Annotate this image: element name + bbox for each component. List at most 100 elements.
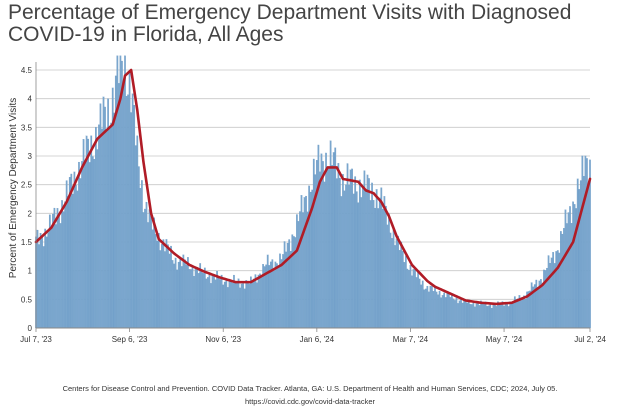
daily-bar [220, 274, 223, 329]
daily-bar [492, 304, 495, 329]
daily-bar [484, 301, 487, 329]
daily-bar [474, 306, 476, 329]
daily-bar [250, 276, 252, 329]
daily-bar [277, 267, 280, 329]
daily-bar [566, 223, 568, 329]
daily-bar [78, 161, 80, 329]
daily-bar [495, 306, 498, 329]
daily-bar [168, 253, 171, 329]
daily-bar [334, 147, 337, 329]
daily-bar [159, 250, 162, 329]
daily-bar [391, 238, 393, 329]
daily-bar [225, 280, 228, 329]
daily-bar [210, 283, 212, 329]
daily-bar [357, 202, 360, 329]
y-tick-label: 3.5 [21, 123, 33, 132]
daily-bar [469, 304, 472, 329]
daily-bar [535, 279, 538, 329]
daily-bar [570, 223, 573, 329]
daily-bar [193, 276, 195, 329]
daily-bar [147, 222, 149, 329]
daily-bar [524, 298, 527, 329]
daily-bar [355, 191, 358, 329]
daily-bar [360, 197, 363, 329]
daily-bar [428, 291, 430, 329]
daily-bar [291, 234, 294, 329]
daily-bar [521, 297, 524, 329]
daily-bar [584, 155, 587, 329]
daily-bar [179, 258, 182, 329]
daily-bar [205, 278, 208, 329]
daily-bar [349, 169, 352, 329]
daily-bar [165, 239, 168, 329]
seven-day-average-line [34, 68, 592, 306]
daily-bar [555, 251, 558, 329]
daily-bar [460, 299, 462, 329]
daily-bar [438, 291, 441, 329]
daily-bar [375, 189, 378, 329]
daily-bar [509, 301, 512, 329]
daily-bar [380, 187, 383, 329]
daily-bar [331, 165, 334, 329]
daily-bars [35, 55, 591, 329]
daily-bar [475, 303, 478, 329]
daily-bar [266, 254, 269, 329]
daily-bar [81, 161, 83, 329]
daily-bar [507, 306, 510, 329]
daily-bar [127, 94, 129, 329]
daily-bar [61, 200, 63, 329]
daily-bar [432, 291, 435, 329]
daily-bar [478, 305, 481, 329]
daily-bar [467, 299, 470, 329]
footer-url[interactable]: https://covid.cdc.gov/covid-data-tracker [244, 397, 376, 406]
daily-bar [335, 178, 338, 329]
daily-bar [174, 257, 177, 329]
daily-bar [389, 232, 392, 329]
daily-bar [322, 161, 324, 329]
daily-bar [477, 302, 479, 329]
daily-bar [260, 277, 263, 329]
daily-bar [487, 305, 490, 329]
daily-bar [464, 300, 467, 329]
average-line-group [34, 68, 592, 306]
daily-bar [154, 234, 157, 329]
daily-bar [124, 55, 126, 329]
daily-bar [68, 177, 71, 329]
daily-bar [451, 293, 453, 329]
daily-bar [552, 252, 555, 329]
daily-bar [377, 208, 380, 329]
daily-bar [369, 200, 372, 329]
daily-bar [362, 187, 364, 329]
daily-bar [118, 83, 120, 329]
daily-bar [342, 174, 344, 329]
daily-bar [257, 274, 260, 329]
daily-bar [372, 200, 375, 329]
daily-bar [523, 295, 525, 329]
daily-bar [411, 275, 413, 329]
daily-bar [510, 301, 513, 329]
x-tick-label: Jul 2, '24 [574, 335, 606, 344]
daily-bar [122, 84, 125, 329]
daily-bar [443, 292, 446, 329]
daily-bar [530, 282, 533, 329]
daily-bar [400, 241, 403, 329]
daily-bar [332, 152, 335, 329]
daily-bar [245, 280, 248, 329]
daily-bar [55, 224, 57, 329]
daily-bar [96, 149, 99, 329]
daily-bar [88, 162, 91, 329]
y-tick-label: 3 [28, 152, 33, 161]
daily-bar [431, 286, 433, 329]
daily-bar [173, 263, 175, 329]
daily-bar [207, 277, 209, 329]
daily-bar [297, 221, 300, 329]
daily-bar [440, 297, 442, 329]
daily-bar [325, 152, 327, 329]
daily-bar [434, 286, 436, 329]
daily-bar [230, 280, 232, 329]
daily-bar [449, 297, 452, 329]
daily-bar [190, 269, 192, 329]
daily-bar [216, 270, 218, 329]
daily-bar [587, 184, 590, 329]
daily-bar [515, 299, 518, 329]
